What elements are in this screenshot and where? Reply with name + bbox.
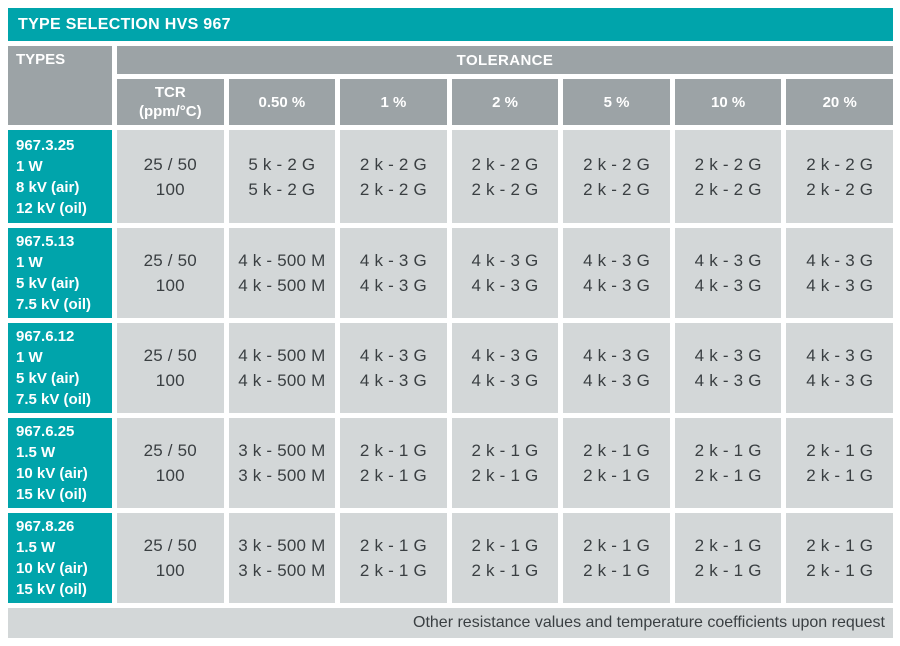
col-header-tol-5: 5 % xyxy=(563,79,670,125)
tcr-cell: 25 / 50 100 xyxy=(117,228,224,318)
col-header-tol-0-50: 0.50 % xyxy=(228,79,336,125)
type-cell-967-8-26: 967.8.26 1.5 W 10 kV (air) 15 kV (oil) xyxy=(8,513,112,603)
tolerance-group-header: TOLERANCE xyxy=(117,46,893,74)
col-header-tcr-line1: TCR xyxy=(154,84,186,101)
type-selection-table: TYPE SELECTION HVS 967 TYPES TOLERANCE T… xyxy=(8,8,893,638)
tcr-cell: 25 / 50 100 xyxy=(117,418,224,508)
col-header-tcr: TCR (ppm/°C) xyxy=(117,79,224,125)
col-header-tol-20: 20 % xyxy=(786,79,893,125)
footer-note: Other resistance values and temperature … xyxy=(8,608,893,638)
type-cell-967-5-13: 967.5.13 1 W 5 kV (air) 7.5 kV (oil) xyxy=(8,228,112,318)
table-title: TYPE SELECTION HVS 967 xyxy=(8,8,893,41)
col-header-tol-10: 10 % xyxy=(674,79,782,125)
type-cell-967-3-25: 967.3.25 1 W 8 kV (air) 12 kV (oil) xyxy=(8,130,112,223)
col-header-tcr-line2: (ppm/°C) xyxy=(138,103,202,120)
col-header-tol-2: 2 % xyxy=(451,79,559,125)
tcr-cell: 25 / 50 100 xyxy=(117,130,224,223)
tcr-cell: 25 / 50 100 xyxy=(117,323,224,413)
type-cell-967-6-12: 967.6.12 1 W 5 kV (air) 7.5 kV (oil) xyxy=(8,323,112,413)
types-column-header: TYPES xyxy=(8,46,112,125)
type-cell-967-6-25: 967.6.25 1.5 W 10 kV (air) 15 kV (oil) xyxy=(8,418,112,508)
tcr-cell: 25 / 50 100 xyxy=(117,513,224,603)
col-header-tol-1: 1 % xyxy=(340,79,447,125)
